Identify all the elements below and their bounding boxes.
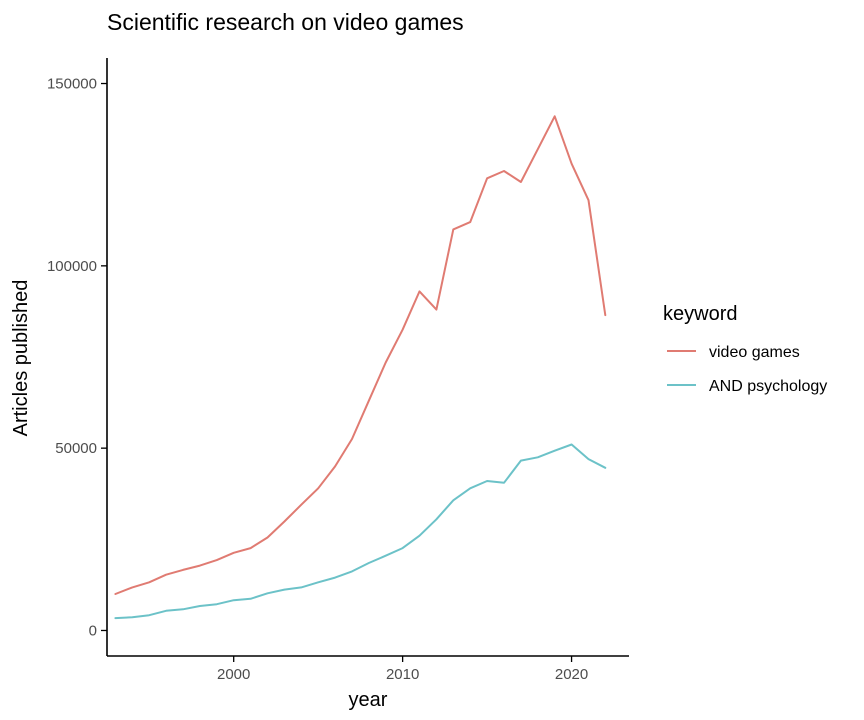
legend: keyword video games AND psychology (663, 303, 827, 395)
x-tick-label: 2000 (217, 666, 250, 683)
legend-label-video-games: video games (709, 344, 800, 361)
y-tick-label: 50000 (55, 440, 97, 457)
y-tick-label: 150000 (47, 76, 97, 93)
y-axis-title: Articles published (10, 280, 32, 437)
y-tick-label: 0 (89, 622, 97, 639)
x-tick-label: 2020 (555, 666, 588, 683)
legend-label-and-psychology: AND psychology (709, 378, 827, 395)
series-line-video-games (114, 115, 607, 595)
x-axis-title: year (349, 689, 388, 711)
legend-items: video games AND psychology (667, 344, 827, 395)
chart-title: Scientific research on video games (107, 9, 464, 35)
plot-area: 0 50000 100000 150000 2000 2010 2020 (47, 58, 629, 683)
y-tick-label: 100000 (47, 258, 97, 275)
series-line-and-psychology (114, 443, 607, 620)
x-tick-label: 2010 (386, 666, 419, 683)
legend-title: keyword (663, 303, 737, 325)
